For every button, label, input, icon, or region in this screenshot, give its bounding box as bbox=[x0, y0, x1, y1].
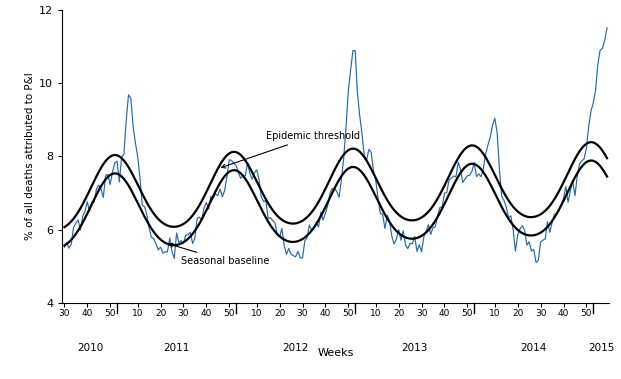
Text: Seasonal baseline: Seasonal baseline bbox=[169, 243, 270, 266]
Text: 2015: 2015 bbox=[588, 343, 614, 353]
Text: 2014: 2014 bbox=[520, 343, 547, 353]
Text: 2010: 2010 bbox=[78, 343, 104, 353]
Text: Epidemic threshold: Epidemic threshold bbox=[222, 131, 360, 168]
Y-axis label: % of all deaths attributed to P&I: % of all deaths attributed to P&I bbox=[25, 72, 35, 240]
Text: 2011: 2011 bbox=[163, 343, 190, 353]
X-axis label: Weeks: Weeks bbox=[317, 348, 354, 358]
Text: 2013: 2013 bbox=[402, 343, 428, 353]
Text: 2012: 2012 bbox=[283, 343, 309, 353]
